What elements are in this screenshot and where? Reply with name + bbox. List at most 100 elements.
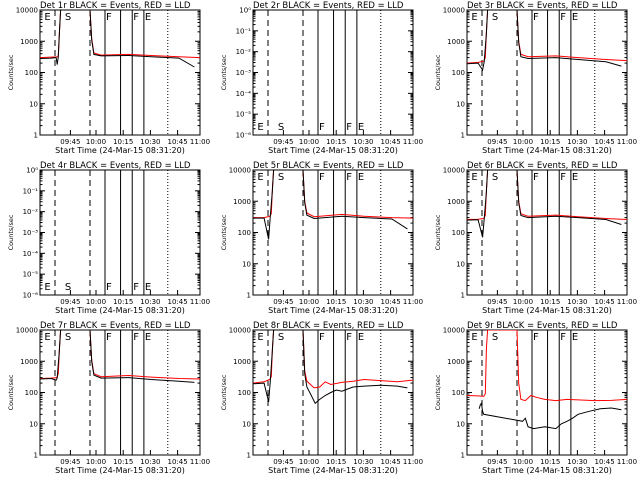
x-tick-label: 10:30 <box>140 458 160 466</box>
phase-marker-e: E <box>145 332 151 343</box>
events-series-line <box>478 401 622 430</box>
plot-frame <box>466 329 628 456</box>
x-tick-label: 10:15 <box>113 138 133 146</box>
phase-marker-s: S <box>278 172 284 183</box>
y-tick-label: 10⁻⁵ <box>23 271 39 279</box>
x-tick-label: 09:45 <box>60 458 80 466</box>
panel-det-5: Det 5r BLACK = Events, RED = LLD 1 10 100 10… <box>220 161 423 315</box>
y-tick-label: 1 <box>34 452 38 460</box>
phase-marker-f: F <box>319 122 325 133</box>
phase-marker-f: F <box>346 332 352 343</box>
phase-marker-f: F <box>133 332 139 343</box>
x-tick-label: 10:30 <box>567 298 587 306</box>
x-axis-label: Start Time (24-Mar-15 08:31:20) <box>482 466 612 475</box>
phase-marker-e: E <box>145 282 151 293</box>
y-tick-label: 1 <box>461 132 465 140</box>
x-tick-label: 11:00 <box>403 458 423 466</box>
phase-marker-e: E <box>257 332 263 343</box>
y-tick-label: 10 <box>29 100 38 108</box>
panel-title: Det 7r BLACK = Events, RED = LLD <box>40 321 191 331</box>
x-axis-label: Start Time (24-Mar-15 08:31:20) <box>482 306 612 315</box>
y-axis-label: Counts/sec <box>220 374 228 410</box>
x-tick-label: 09:45 <box>273 298 293 306</box>
phase-marker-f: F <box>533 332 539 343</box>
x-tick-label: 10:15 <box>326 298 346 306</box>
plot-frame <box>466 169 628 296</box>
x-tick-label: 10:00 <box>513 458 533 466</box>
panel-det-4: Det 4r BLACK = Events, RED = LLD 10⁻⁶ 10⁻⁵… <box>7 161 210 315</box>
panel-title: Det 9r BLACK = Events, RED = LLD <box>467 321 618 331</box>
x-tick-label: 10:45 <box>168 458 188 466</box>
y-tick-label: 100 <box>238 229 251 237</box>
x-tick-label: 09:45 <box>60 138 80 146</box>
phase-marker-f: F <box>106 12 112 23</box>
x-tick-label: 09:45 <box>273 458 293 466</box>
y-tick-label: 10⁰ <box>239 7 251 15</box>
events-series-line <box>253 330 408 405</box>
plot-frame <box>252 169 414 296</box>
y-tick-label: 10000 <box>229 167 251 175</box>
x-tick-label: 10:30 <box>567 458 587 466</box>
y-tick-label: 10000 <box>16 7 38 15</box>
y-axis-label: Counts/sec <box>7 214 15 250</box>
x-tick-label: 10:15 <box>113 298 133 306</box>
x-tick-label: 09:45 <box>60 298 80 306</box>
x-tick-label: 11:00 <box>617 458 637 466</box>
phase-marker-e: E <box>471 12 477 23</box>
plot-frame <box>466 9 628 136</box>
x-tick-label: 10:30 <box>140 298 160 306</box>
x-tick-label: 10:00 <box>513 138 533 146</box>
plot-frame <box>39 9 201 136</box>
y-tick-label: 10 <box>29 420 38 428</box>
x-tick-label: 11:00 <box>403 298 423 306</box>
y-tick-label: 10 <box>242 420 251 428</box>
y-tick-label: 10000 <box>16 327 38 335</box>
y-tick-label: 10000 <box>443 167 465 175</box>
x-tick-label: 10:45 <box>595 458 615 466</box>
phase-marker-e: E <box>44 332 50 343</box>
panel-det-3: Det 3r BLACK = Events, RED = LLD 1 10 100 10… <box>434 1 637 155</box>
x-tick-label: 10:45 <box>168 298 188 306</box>
panel-title: Det 1r BLACK = Events, RED = LLD <box>40 1 191 11</box>
x-tick-label: 09:45 <box>273 138 293 146</box>
y-tick-label: 100 <box>238 389 251 397</box>
phase-marker-e: E <box>572 172 578 183</box>
y-tick-label: 1 <box>247 292 251 300</box>
phase-marker-s: S <box>65 332 71 343</box>
phase-marker-f: F <box>319 172 325 183</box>
phase-marker-f: F <box>346 122 352 133</box>
x-tick-label: 10:30 <box>353 138 373 146</box>
y-tick-label: 10⁻⁴ <box>236 90 252 98</box>
y-tick-label: 10⁻² <box>236 48 252 56</box>
x-axis-label: Start Time (24-Mar-15 08:31:20) <box>55 146 185 155</box>
y-tick-label: 10⁻² <box>23 208 39 216</box>
phase-marker-e: E <box>44 282 50 293</box>
phase-marker-s: S <box>492 172 498 183</box>
events-series-line <box>467 10 622 72</box>
x-axis-label: Start Time (24-Mar-15 08:31:20) <box>55 466 185 475</box>
x-axis-label: Start Time (24-Mar-15 08:31:20) <box>268 466 398 475</box>
x-tick-label: 10:15 <box>540 298 560 306</box>
x-tick-label: 10:15 <box>113 458 133 466</box>
phase-marker-f: F <box>560 12 566 23</box>
x-tick-label: 10:00 <box>299 298 319 306</box>
y-tick-label: 10000 <box>229 327 251 335</box>
y-tick-label: 10 <box>456 100 465 108</box>
panel-det-2: Det 2r BLACK = Events, RED = LLD 10⁻⁶ 10⁻⁵… <box>220 1 423 155</box>
x-tick-label: 10:30 <box>353 298 373 306</box>
phase-marker-s: S <box>65 282 71 293</box>
x-axis-label: Start Time (24-Mar-15 08:31:20) <box>268 306 398 315</box>
plot-frame <box>39 329 201 456</box>
y-tick-label: 10⁻⁶ <box>236 132 252 140</box>
phase-marker-e: E <box>471 172 477 183</box>
y-axis-label: Counts/sec <box>220 54 228 90</box>
phase-marker-f: F <box>533 172 539 183</box>
x-tick-label: 11:00 <box>190 458 210 466</box>
y-axis-label: Counts/sec <box>7 54 15 90</box>
y-tick-label: 10⁻³ <box>236 69 252 77</box>
x-tick-label: 10:15 <box>540 138 560 146</box>
x-tick-label: 09:45 <box>487 138 507 146</box>
phase-marker-s: S <box>278 122 284 133</box>
x-tick-label: 11:00 <box>617 298 637 306</box>
